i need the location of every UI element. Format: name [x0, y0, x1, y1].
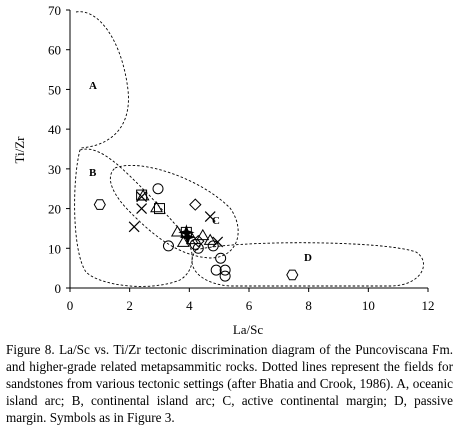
point — [136, 191, 148, 203]
point — [215, 252, 227, 264]
point — [162, 240, 174, 252]
point — [189, 198, 202, 211]
point — [179, 229, 196, 246]
point — [196, 228, 210, 241]
point — [192, 234, 205, 248]
point — [136, 203, 148, 214]
chart: A B C D La/Sc Ti/Zr 0 2 4 6 8 10 12 0 10 20 30 40 50… — [12, 3, 435, 337]
x-tick-label: 4 — [186, 298, 193, 313]
x-axis-label: La/Sc — [233, 322, 264, 337]
x-tick-label: 6 — [246, 298, 253, 313]
y-tick-label: 70 — [48, 3, 61, 18]
y-tick-label: 60 — [48, 43, 61, 58]
point — [152, 183, 164, 195]
point — [207, 240, 219, 252]
point — [219, 264, 231, 276]
x-tick-label: 8 — [305, 298, 312, 313]
point — [128, 221, 140, 233]
point — [219, 270, 231, 282]
x-tick-label: 0 — [67, 298, 74, 313]
point — [170, 225, 184, 237]
x-tick-label: 2 — [126, 298, 133, 313]
y-tick-label: 40 — [48, 122, 61, 137]
y-axis-label: Ti/Zr — [12, 136, 27, 164]
point — [212, 236, 224, 248]
point — [176, 235, 190, 247]
point — [204, 211, 216, 222]
point — [210, 264, 222, 276]
point — [93, 199, 106, 210]
x-tick-label: 12 — [422, 298, 435, 313]
annotation: B — [89, 167, 97, 179]
y-tick-label: 30 — [48, 162, 61, 177]
point — [203, 233, 217, 245]
caption: Figure 8. La/Sc vs. Ti/Zr tectonic discr… — [6, 342, 453, 425]
point — [150, 201, 163, 213]
x-tick-label: 10 — [362, 298, 375, 313]
annotation: D — [304, 252, 312, 264]
point — [286, 269, 299, 281]
point — [154, 203, 165, 215]
y-tick-label: 10 — [48, 241, 61, 256]
annotation: A — [89, 80, 97, 92]
field-c — [110, 164, 239, 259]
field-b — [74, 148, 193, 287]
y-tick-label: 20 — [48, 202, 61, 217]
y-tick-label: 50 — [48, 82, 61, 97]
field-a — [75, 11, 129, 149]
y-tick-label: 0 — [55, 281, 62, 296]
field-d — [191, 242, 424, 287]
annotation: C — [212, 215, 220, 227]
